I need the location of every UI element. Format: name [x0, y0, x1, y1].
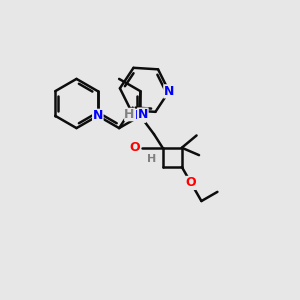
- Text: N: N: [93, 109, 103, 122]
- Text: N: N: [138, 108, 148, 121]
- Text: N: N: [135, 109, 146, 122]
- Text: O: O: [186, 176, 196, 189]
- Text: N: N: [164, 85, 174, 98]
- Text: H: H: [147, 154, 156, 164]
- Text: O: O: [130, 141, 140, 154]
- Text: H: H: [124, 108, 135, 121]
